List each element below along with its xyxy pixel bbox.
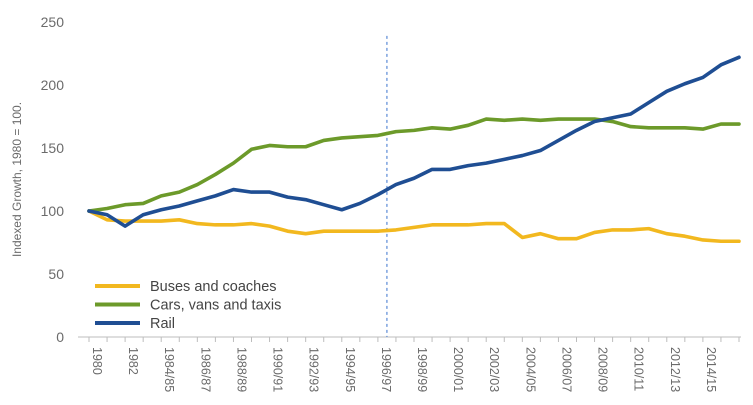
x-tick-label: 1996/97 [379,347,393,392]
x-tick-label: 1992/93 [307,347,321,392]
x-tick-label: 2006/07 [559,347,573,392]
y-tick-label: 50 [48,266,64,282]
x-tick-label: 2014/15 [704,347,718,392]
series-lines [87,55,741,244]
axes: Indexed Growth, 1980 = 100.0501001502002… [10,14,741,392]
legend-label-rail: Rail [150,316,175,332]
x-tick-label: 2010/11 [632,347,646,391]
y-axis-label: Indexed Growth, 1980 = 100. [10,102,24,257]
x-tick-label: 1982 [126,347,140,375]
x-tick-label: 1994/95 [343,347,357,392]
series-line-rail [87,55,741,228]
x-tick-label: 2002/03 [487,347,501,392]
x-tick-label: 2012/13 [668,347,682,392]
y-tick-label: 0 [56,329,64,345]
x-tick-label: 1980 [90,347,104,375]
x-tick-label: 1984/85 [162,347,176,392]
y-tick-label: 150 [41,140,65,156]
legend-label-cars-vans-and-taxis: Cars, vans and taxis [150,298,281,314]
y-tick-label: 250 [41,14,65,30]
x-tick-label: 1990/91 [271,347,285,392]
y-tick-label: 200 [41,77,65,93]
x-tick-label: 1988/89 [234,347,248,392]
x-tick-label: 2008/09 [596,347,610,392]
series-line-buses-and-coaches [87,209,741,244]
x-tick-label: 2000/01 [451,347,465,392]
legend-label-buses-and-coaches: Buses and coaches [150,279,277,295]
x-tick-label: 1986/87 [198,347,212,392]
series-line-cars-vans-and-taxis [87,117,741,213]
legend: Buses and coaches Cars, vans and taxis Rai… [95,279,281,332]
x-tick-label: 2004/05 [523,347,537,392]
y-tick-label: 100 [41,203,65,219]
x-tick-label: 1998/99 [415,347,429,392]
